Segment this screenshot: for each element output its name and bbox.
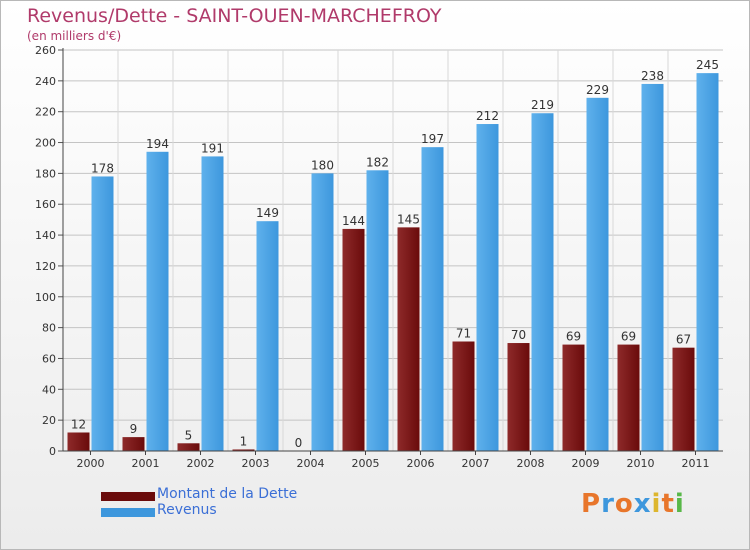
logo-letter: x: [633, 489, 652, 519]
bar-debt: [452, 341, 475, 451]
data-label: 238: [641, 69, 664, 83]
bar-debt: [67, 432, 90, 451]
y-tick-label: 160: [35, 198, 56, 211]
grid-lines: [63, 49, 723, 452]
data-label: 212: [476, 109, 499, 123]
y-tick-label: 100: [35, 291, 56, 304]
bar-debt: [342, 228, 365, 451]
logo-letter: P: [581, 489, 602, 519]
bar-revenue: [531, 113, 554, 451]
y-tick-label: 60: [42, 352, 56, 365]
x-tick-label: 2007: [462, 457, 490, 470]
bar-debt: [397, 227, 420, 451]
data-label: 69: [621, 330, 636, 344]
data-label: 67: [676, 333, 691, 347]
x-tick-label: 2003: [242, 457, 270, 470]
proxiti-logo: Proxiti: [581, 489, 685, 519]
y-tick-label: 240: [35, 75, 56, 88]
chart-title: Revenus/Dette - SAINT-OUEN-MARCHEFROY: [27, 5, 442, 27]
legend-swatch-revenue: [101, 508, 155, 517]
y-tick-label: 180: [35, 167, 56, 180]
chart-subtitle: (en milliers d'€): [27, 29, 122, 43]
bar-revenue: [256, 221, 279, 451]
x-tick-label: 2000: [77, 457, 105, 470]
bar-debt: [617, 344, 640, 451]
x-axis: 2000 2001 2002 2003 2004 2005 2006 2007 2008 2009…: [63, 450, 723, 470]
bar-revenue: [311, 173, 334, 451]
data-labels: 12 178 9 194 5 191 1 149 0 180 144 182 145 197 71 212 70…: [71, 58, 719, 450]
legend-label-debt: Montant de la Dette: [157, 486, 298, 502]
bar-debt: [177, 443, 200, 451]
data-label: 70: [511, 328, 526, 342]
legend-label-revenue: Revenus: [157, 502, 217, 518]
y-tick-label: 220: [35, 106, 56, 119]
bar-revenue: [421, 147, 444, 451]
bar-debt: [507, 343, 530, 451]
x-tick-label: 2005: [352, 457, 380, 470]
bar-revenue: [696, 73, 719, 451]
bar-revenue: [201, 156, 224, 451]
x-tick-label: 2008: [517, 457, 545, 470]
bar-revenue: [641, 83, 664, 451]
y-axis: 0 20 40 60 80 100 120 140 160 180 200 220 240 260: [35, 44, 64, 458]
logo-letter: i: [651, 489, 662, 519]
bar-revenue: [586, 97, 609, 452]
y-tick-label: 200: [35, 137, 56, 150]
data-label: 229: [586, 83, 609, 97]
logo-letter: t: [661, 489, 675, 519]
x-tick-label: 2009: [572, 457, 600, 470]
bar-revenue: [476, 124, 499, 452]
bars: [67, 73, 719, 452]
data-label: 71: [456, 326, 471, 340]
bar-revenue: [146, 151, 169, 452]
bar-debt: [232, 449, 255, 451]
data-label: 219: [531, 98, 554, 112]
data-label: 0: [295, 436, 303, 450]
logo-letter: i: [674, 489, 685, 519]
x-tick-label: 2001: [132, 457, 160, 470]
data-label: 180: [311, 158, 334, 172]
y-tick-label: 80: [42, 322, 56, 335]
logo-letter: o: [614, 489, 634, 519]
x-tick-label: 2010: [627, 457, 655, 470]
bar-revenue: [366, 170, 389, 452]
x-tick-label: 2011: [682, 457, 710, 470]
data-label: 178: [91, 161, 114, 175]
y-tick-label: 120: [35, 260, 56, 273]
bar-debt: [562, 344, 585, 451]
y-tick-label: 140: [35, 229, 56, 242]
data-label: 191: [201, 141, 224, 155]
data-label: 5: [185, 428, 193, 442]
data-label: 182: [366, 155, 389, 169]
data-label: 12: [71, 417, 86, 431]
data-label: 1: [240, 434, 248, 448]
data-label: 144: [342, 214, 365, 228]
bar-revenue: [91, 176, 114, 451]
x-tick-label: 2006: [407, 457, 435, 470]
data-label: 145: [397, 212, 420, 226]
x-tick-label: 2002: [187, 457, 215, 470]
data-label: 245: [696, 58, 719, 72]
y-tick-label: 20: [42, 414, 56, 427]
bar-debt: [122, 437, 145, 451]
x-tick-label: 2004: [297, 457, 325, 470]
bar-debt: [672, 347, 695, 451]
y-tick-label: 260: [35, 44, 56, 57]
y-tick-label: 0: [49, 445, 56, 458]
data-label: 9: [130, 422, 138, 436]
legend-swatch-debt: [101, 492, 155, 501]
data-label: 197: [421, 132, 444, 146]
data-label: 69: [566, 330, 581, 344]
y-tick-label: 40: [42, 383, 56, 396]
logo-letter: r: [601, 489, 615, 519]
data-label: 149: [256, 206, 279, 220]
data-label: 194: [146, 137, 169, 151]
